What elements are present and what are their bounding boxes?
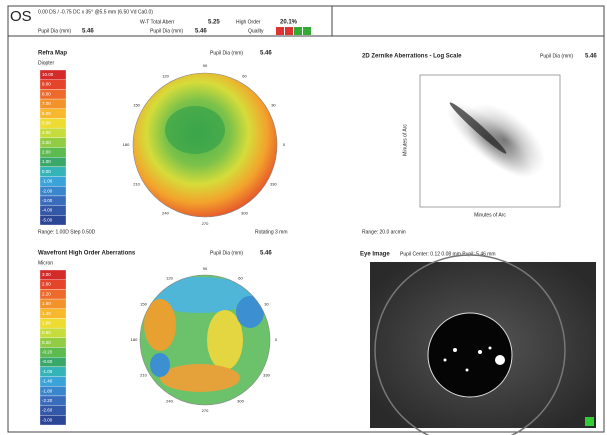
pupil-value: 5.46 [82, 29, 94, 35]
angle-label: 120 [162, 74, 169, 79]
angle-label: 270 [202, 221, 209, 226]
eye-label: OS [10, 8, 32, 25]
scale-label: -2.60 [42, 408, 53, 413]
angle-label: 180 [123, 142, 130, 147]
pupil-label: Pupil Dia (mm) [210, 250, 243, 256]
quality-box [303, 27, 311, 35]
map-zone [150, 353, 170, 377]
unit: Diopter [38, 60, 54, 66]
panel-title: Eye Image [360, 252, 390, 258]
scale-label: 2.20 [42, 291, 51, 296]
angle-label: 30 [264, 302, 269, 307]
hoa-label: High Order [236, 19, 261, 25]
total-label: W-T Total Aberr [140, 19, 175, 25]
quality-box [276, 27, 284, 35]
scale-label: 1.00 [42, 320, 51, 325]
angle-label: 330 [270, 182, 277, 187]
pupil-label: Pupil Dia (mm) [540, 53, 573, 59]
pupil-value: 5.46 [585, 54, 597, 60]
angle-label: 120 [166, 276, 173, 281]
angle-label: 60 [242, 74, 247, 79]
scale-label: -1.00 [42, 369, 53, 374]
map-zone [236, 296, 264, 328]
scale-label: 3.00 [42, 140, 51, 145]
map-zone [160, 364, 240, 392]
unit: Micron [38, 260, 53, 266]
angle-label: 90 [203, 266, 208, 271]
scale-label: -0.20 [42, 350, 53, 355]
angle-label: 240 [162, 210, 169, 215]
scale-label: -2.00 [42, 188, 53, 193]
scale-label: 1.00 [42, 159, 51, 164]
scale-label: -3.00 [42, 198, 53, 203]
footer: Range: 20.0 arcmin [362, 229, 406, 235]
eye-info: Pupil Center: 0.12 0.08 mm Pupil: 5.46 m… [400, 251, 496, 257]
scale-label: 2.00 [42, 150, 51, 155]
scale-label: 10.00 [42, 72, 54, 77]
scale-label: -2.20 [42, 398, 53, 403]
status [585, 417, 594, 426]
report-canvas: OS 0.00 DS / -0.75 DC x 35° @5.5 mm (6.5… [0, 0, 607, 435]
angle-label: 90 [203, 63, 208, 68]
angle-label: 150 [133, 103, 140, 108]
scale-label: -1.40 [42, 379, 53, 384]
pupil2-label: Pupil Dia (mm) [150, 28, 183, 34]
angle-label: 180 [131, 337, 138, 342]
scale-label: -0.60 [42, 359, 53, 364]
x-label: Minutes of Arc [474, 212, 506, 218]
scale-label: -1.80 [42, 388, 53, 393]
pupil-value: 5.46 [260, 51, 272, 57]
panel-title: Refra Map [38, 51, 67, 57]
angle-label: 210 [140, 373, 147, 378]
angle-label: 270 [202, 408, 209, 413]
scale-label: 7.00 [42, 101, 51, 106]
scale-label: 9.00 [42, 82, 51, 87]
scale-label: 2.60 [42, 282, 51, 287]
hoa-value: 20.1% [280, 20, 298, 26]
report: OS 0.00 DS / -0.75 DC x 35° @5.5 mm (6.5… [0, 0, 607, 435]
footer-right: Rotating 3 mm [255, 229, 288, 235]
y-label: Minutes of Arc [402, 124, 408, 156]
pupil-label: Pupil Dia (mm) [210, 50, 243, 56]
scale-label: -1.00 [42, 179, 53, 184]
refraction: 0.00 DS / -0.75 DC x 35° @5.5 mm (6.50 V… [38, 9, 153, 15]
scale-label: 0.60 [42, 330, 51, 335]
angle-label: 300 [241, 210, 248, 215]
scale-label: 3.00 [42, 272, 51, 277]
panel-title: Wavefront High Order Aberrations [38, 251, 136, 257]
scale-label: 0.00 [42, 169, 51, 174]
pupil2-value: 5.46 [195, 29, 207, 35]
angle-label: 30 [271, 103, 276, 108]
footer: Range: 1.00D Step 0.50D [38, 229, 96, 235]
angle-label: 300 [237, 399, 244, 404]
pupil [428, 313, 512, 397]
scale-label: 1.80 [42, 301, 51, 306]
scale-label: -4.00 [42, 208, 53, 213]
quality-box [285, 27, 293, 35]
angle-label: 0 [275, 337, 278, 342]
angle-label: 210 [133, 182, 140, 187]
scale-label: -5.00 [42, 217, 53, 222]
angle-label: 60 [238, 276, 243, 281]
angle-label: 240 [166, 399, 173, 404]
angle-label: 0 [283, 142, 286, 147]
scale-label: 0.20 [42, 340, 51, 345]
map-zone [165, 106, 225, 154]
quality-box [294, 27, 302, 35]
pupil-value: 5.46 [260, 251, 272, 257]
scale-label: 8.00 [42, 91, 51, 96]
scale-label: 6.00 [42, 111, 51, 116]
scale-label: -3.00 [42, 417, 53, 422]
angle-label: 330 [263, 373, 270, 378]
scale-label: 4.00 [42, 130, 51, 135]
scale-label: 5.00 [42, 120, 51, 125]
pupil-label: Pupil Dia (mm) [38, 28, 71, 34]
angle-label: 150 [140, 302, 147, 307]
quality-label: Quality [248, 28, 264, 34]
total-value: 5.25 [208, 20, 220, 26]
panel-title: 2D Zernike Aberrations - Log Scale [362, 54, 462, 60]
scale-label: 1.40 [42, 311, 51, 316]
